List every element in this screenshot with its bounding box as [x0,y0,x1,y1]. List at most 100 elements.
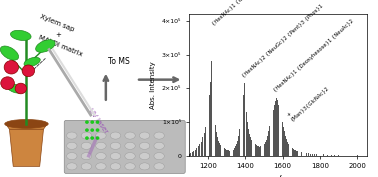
Bar [264,144,265,156]
Ellipse shape [139,142,150,149]
Bar [293,149,294,156]
Bar [218,141,219,156]
Bar [228,150,229,156]
Bar [292,148,293,156]
Bar [357,155,358,156]
Ellipse shape [125,163,135,170]
Bar [204,133,205,156]
Bar [198,146,199,156]
Bar [226,150,227,156]
Bar [296,151,297,156]
Bar [319,154,320,156]
Ellipse shape [154,153,164,160]
Circle shape [1,77,14,90]
Text: +
{Man}3{GlcNAc}2: + {Man}3{GlcNAc}2 [285,81,330,122]
Circle shape [85,120,89,124]
Circle shape [22,65,34,77]
Bar [189,154,190,156]
Ellipse shape [81,142,91,149]
Ellipse shape [11,30,31,41]
Bar [294,150,295,156]
Ellipse shape [110,142,121,149]
Bar [285,136,286,156]
Ellipse shape [110,132,121,139]
Bar [279,110,280,156]
Ellipse shape [67,142,77,149]
Ellipse shape [67,153,77,160]
Ellipse shape [125,132,135,139]
Bar [248,129,249,156]
Ellipse shape [81,163,91,170]
Ellipse shape [139,132,150,139]
Bar [310,154,311,156]
Ellipse shape [81,132,91,139]
Ellipse shape [154,163,164,170]
Bar [211,61,212,156]
Bar [225,149,226,156]
Bar [249,134,250,156]
Bar [250,137,251,156]
Ellipse shape [7,84,23,93]
Bar [192,152,193,156]
Bar [201,142,202,156]
Circle shape [96,120,99,124]
Ellipse shape [125,153,135,160]
Ellipse shape [96,153,106,160]
Polygon shape [9,129,43,166]
Text: {HexNAc}1 {Deoxyhexose}1 {NeuAc}2: {HexNAc}1 {Deoxyhexose}1 {NeuAc}2 [272,19,354,93]
Bar [237,141,238,156]
Bar [229,151,230,156]
Bar [327,155,328,156]
Bar [247,122,248,156]
Ellipse shape [154,132,164,139]
Circle shape [4,61,19,74]
Text: {HexNAc}2 {NeuGc}2 {Pent}3 {Phos}1: {HexNAc}2 {NeuGc}2 {Pent}3 {Phos}1 [242,3,324,78]
Bar [348,155,349,156]
Bar [256,145,257,156]
Bar [259,147,260,156]
Bar [235,146,236,156]
Bar [300,152,301,156]
Bar [227,150,228,156]
Bar [212,92,213,156]
Bar [301,152,302,156]
Bar [260,146,261,156]
Ellipse shape [96,163,106,170]
Ellipse shape [67,163,77,170]
Bar [234,148,235,156]
Bar [268,132,269,156]
Circle shape [96,128,99,132]
Ellipse shape [36,40,55,52]
Bar [272,115,273,156]
Bar [273,110,274,156]
Bar [338,155,339,156]
Ellipse shape [0,46,19,60]
Bar [288,144,289,156]
Bar [276,98,277,156]
Circle shape [90,128,94,132]
Text: Xylem sap: Xylem sap [39,13,75,33]
Bar [217,137,218,156]
Bar [220,145,221,156]
Ellipse shape [96,132,106,139]
Ellipse shape [139,153,150,160]
Y-axis label: Abs. Intensity: Abs. Intensity [150,61,156,109]
Circle shape [15,83,26,94]
Bar [283,127,284,156]
Bar [233,150,234,156]
Bar [265,142,266,156]
X-axis label: m/z: m/z [269,175,287,177]
Text: +: + [56,32,62,38]
Ellipse shape [81,153,91,160]
Bar [266,140,267,156]
Bar [255,144,256,156]
Text: To MS: To MS [108,58,130,66]
Bar [251,140,252,156]
Text: UV laser: UV laser [87,107,109,134]
Bar [286,139,287,156]
Ellipse shape [110,153,121,160]
Bar [331,155,332,156]
Bar [210,82,211,156]
Bar [244,83,245,156]
Bar [224,148,225,156]
